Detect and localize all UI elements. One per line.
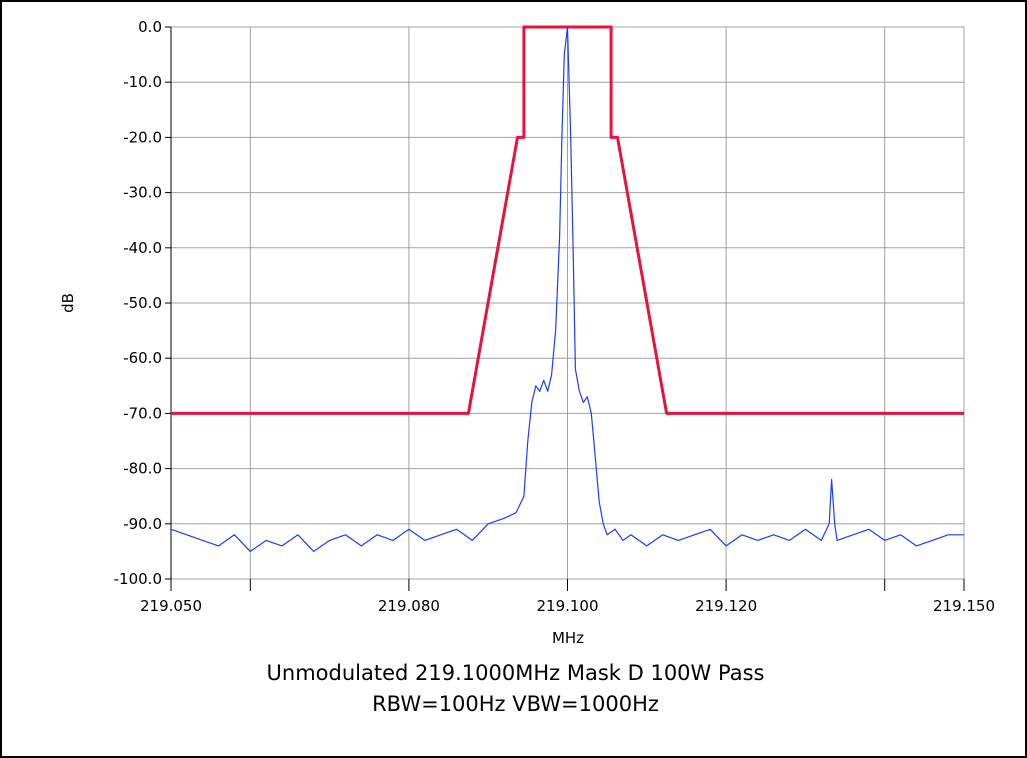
chart-caption-line-2: RBW=100Hz VBW=1000Hz	[372, 692, 659, 716]
y-tick-label: -50.0	[123, 294, 162, 312]
y-tick-label: 0.0	[138, 18, 162, 36]
y-tick-label: -30.0	[123, 184, 162, 202]
series-layer	[170, 25, 964, 553]
y-tick-label: -100.0	[114, 570, 162, 588]
y-axis: 0.0 -10.0 -20.0 -30.0 -40.0 -50.0 -60.0 -70.0 -8…	[114, 18, 172, 588]
x-tick-label: 219.150	[933, 597, 995, 615]
x-tick-label: 219.080	[378, 597, 440, 615]
x-axis: 219.050 219.080 219.100 219.120 219.150	[140, 579, 995, 615]
y-tick-label: -90.0	[123, 515, 162, 533]
x-tick-label: 219.100	[536, 597, 598, 615]
y-tick-label: -60.0	[123, 349, 162, 367]
spectrum-trace	[170, 26, 964, 553]
chart-caption-line-1: Unmodulated 219.1000MHz Mask D 100W Pass	[266, 661, 765, 685]
x-tick-label: 219.050	[140, 597, 202, 615]
grid-layer	[171, 27, 964, 579]
x-axis-title: MHz	[552, 629, 584, 647]
y-axis-title: dB	[59, 293, 77, 313]
y-tick-label: -80.0	[123, 460, 162, 478]
y-tick-label: -40.0	[123, 239, 162, 257]
y-tick-label: -20.0	[123, 128, 162, 146]
y-tick-label: -10.0	[123, 73, 162, 91]
plot-area: 0.0 -10.0 -20.0 -30.0 -40.0 -50.0 -60.0 -70.0 -8…	[59, 18, 995, 647]
y-tick-label: -70.0	[123, 404, 162, 422]
x-tick-label: 219.120	[695, 597, 757, 615]
